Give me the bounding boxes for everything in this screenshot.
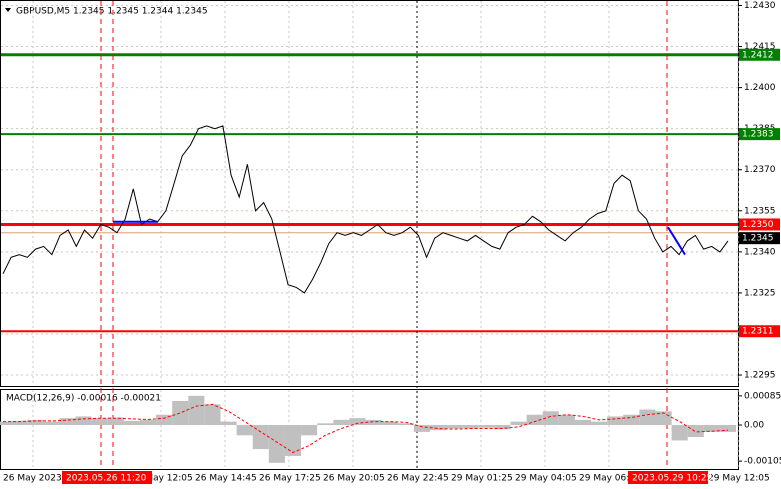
y-tick-label: 1.2370 [744, 165, 776, 175]
x-tick-label: 26 May 22:45 [387, 474, 449, 484]
macd-bar [381, 421, 398, 426]
macd-bar [268, 425, 285, 463]
macd-bar [365, 419, 382, 426]
time-highlight-label: 2023.05.26 11:20 [66, 474, 147, 484]
macd-bar [284, 425, 302, 456]
macd-bar [478, 425, 495, 428]
macd-bar [574, 419, 592, 426]
macd-bar [317, 423, 334, 426]
price-tag [739, 325, 780, 338]
macd-bar [172, 400, 189, 426]
y-tick-label: 1.2430 [744, 1, 776, 11]
macd-bar [43, 421, 60, 426]
macd-bar [671, 425, 688, 441]
macd-bar [687, 425, 704, 438]
price-tag-label: 1.2345 [742, 234, 774, 244]
x-tick-label: 26 May 14:45 [195, 474, 257, 484]
macd-bar [220, 421, 237, 426]
macd-bar [526, 414, 543, 426]
price-tag [739, 218, 780, 231]
macd-bar [156, 414, 173, 426]
y-tick-label: 1.2340 [744, 247, 776, 257]
macd-bar [639, 409, 656, 426]
x-tick-label: 26 May 20:05 [323, 474, 385, 484]
macd-bar [301, 425, 318, 436]
macd-bar [494, 425, 511, 430]
macd-title: MACD(12,26,9) -0.00016 -0.00021 [6, 394, 161, 404]
macd-bar [607, 416, 624, 426]
macd-bar [204, 404, 221, 426]
price-tag-label: 1.2412 [742, 50, 774, 60]
x-tick-label: 26 May 17:25 [259, 474, 321, 484]
price-tag [739, 48, 780, 61]
time-highlight-label: 2023.05.29 10:25 [632, 474, 712, 484]
y-tick-label: 0.00085 [744, 391, 781, 401]
y-tick-label: 1.2325 [744, 288, 776, 298]
macd-bar [333, 419, 350, 426]
x-tick-label: 26 May 2023 [3, 474, 62, 484]
x-tick-label: 26 May 12:05 [131, 474, 193, 484]
macd-bar [75, 416, 92, 426]
macd-bar [446, 425, 463, 429]
macd-bar [236, 425, 253, 436]
macd-bar [413, 425, 430, 432]
macd-bar [91, 418, 108, 426]
macd-bar [11, 420, 28, 426]
y-tick-label: 1.2400 [744, 83, 776, 93]
macd-bar [397, 423, 414, 426]
macd-bar [719, 425, 737, 432]
macd-bar [139, 419, 157, 426]
trend-segment [667, 226, 686, 256]
y-tick-label: 1.2355 [744, 206, 776, 216]
y-tick-label: 1.2415 [744, 42, 776, 52]
x-tick-label: 29 May 01:25 [451, 474, 513, 484]
macd-bar [349, 418, 366, 426]
macd-bar [558, 414, 575, 426]
macd-bar [107, 417, 124, 426]
x-tick-label: 29 May 04:05 [515, 474, 577, 484]
macd-bar [510, 421, 527, 426]
macd-panel [0, 389, 739, 470]
chart-title: GBPUSD,M5 1.2345 1.2345 1.2344 1.2345 [16, 7, 208, 17]
macd-bar [0, 421, 12, 426]
macd-bar [591, 421, 608, 426]
macd-bar [123, 420, 140, 426]
title-arrow [5, 8, 11, 12]
macd-bar [462, 425, 479, 429]
macd-bar [59, 418, 76, 426]
price-tag [739, 232, 780, 245]
price-tag-label: 1.2350 [742, 220, 774, 230]
price-tag-label: 1.2383 [742, 130, 774, 140]
price-tag [739, 128, 780, 141]
macd-bar [623, 414, 640, 426]
macd-bar [542, 411, 559, 426]
x-tick-label: 29 May 12:05 [708, 474, 770, 484]
time-highlight [62, 471, 152, 484]
time-highlight [628, 471, 708, 484]
signal-line [3, 403, 729, 454]
macd-bar [188, 395, 205, 426]
x-tick-label: 29 May 06: [579, 474, 629, 484]
price-tag-label: 1.2311 [742, 327, 774, 337]
macd-bar [703, 425, 720, 432]
macd-bar [252, 425, 269, 450]
y-tick-label: 1.2295 [744, 371, 776, 381]
y-tick-label: -0.00105 [744, 457, 781, 467]
y-tick-label: 0.00 [744, 421, 764, 431]
macd-bar [27, 419, 44, 426]
macd-bar [429, 425, 447, 431]
price-panel [0, 0, 739, 387]
